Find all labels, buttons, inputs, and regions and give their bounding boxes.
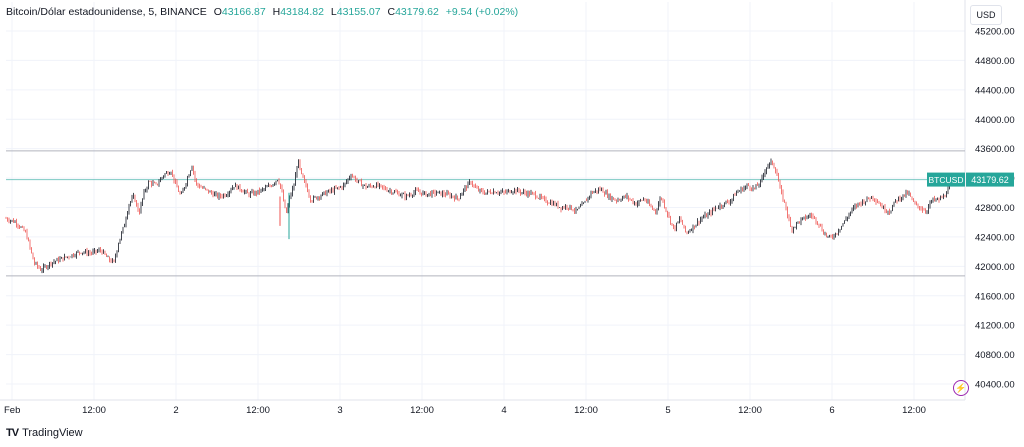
symbol-tag-label: BTCUSD (929, 175, 964, 185)
x-tick-label: 12:00 (82, 405, 106, 416)
change-value: +9.54 (+0.02%) (445, 6, 519, 18)
x-tick-label: 12:00 (738, 405, 762, 416)
x-tick-label: 12:00 (574, 405, 598, 416)
y-tick-label: 45200.00 (975, 27, 1015, 38)
y-tick-label: 42400.00 (975, 232, 1015, 243)
low-label: L (330, 6, 337, 18)
close-label: C (387, 6, 396, 18)
ohlc-legend: Bitcoin/Dólar estadounidense, 5, BINANCE… (6, 6, 518, 18)
brand[interactable]: TV TradingView (6, 427, 83, 439)
y-tick-label: 41200.00 (975, 321, 1015, 332)
y-tick-label: 42800.00 (975, 203, 1015, 214)
x-tick-label: 6 (829, 405, 834, 416)
symbol-tag-bg (927, 172, 965, 187)
high-value: 43184.82 (280, 6, 324, 18)
high-label: H (272, 6, 281, 18)
open-value: 43166.87 (221, 6, 266, 18)
brand-label: TradingView (22, 427, 83, 439)
y-tick-label: 42000.00 (975, 262, 1015, 273)
y-tick-label: 44400.00 (975, 85, 1015, 96)
x-tick-label: 5 (665, 405, 670, 416)
currency-button[interactable]: USD (970, 5, 1002, 25)
price-tag-label: 43179.62 (971, 175, 1009, 185)
x-tick-label: 2 (173, 405, 178, 416)
y-tick-label: 44000.00 (975, 115, 1015, 126)
low-value: 43155.07 (336, 6, 381, 18)
y-tick-label: 44800.00 (975, 56, 1015, 67)
y-tick-label: 40800.00 (975, 350, 1015, 361)
x-tick-label: 4 (501, 405, 506, 416)
open-label: O (213, 6, 222, 18)
x-tick-label: 12:00 (410, 405, 434, 416)
lightning-icon[interactable]: ⚡ (953, 380, 969, 396)
x-tick-label: 3 (337, 405, 342, 416)
y-tick-label: 43600.00 (975, 144, 1015, 155)
x-tick-label: 12:00 (246, 405, 270, 416)
tradingview-logo-icon: TV (6, 427, 19, 439)
x-tick-label: 12:00 (902, 405, 926, 416)
price-tag-bg (966, 172, 1014, 187)
symbol-title[interactable]: Bitcoin/Dólar estadounidense, 5, BINANCE (6, 6, 207, 18)
close-value: 43179.62 (395, 6, 439, 18)
y-tick-label: 41600.00 (975, 291, 1015, 302)
y-tick-label: 40400.00 (975, 380, 1015, 391)
x-tick-label: Feb (4, 405, 20, 416)
